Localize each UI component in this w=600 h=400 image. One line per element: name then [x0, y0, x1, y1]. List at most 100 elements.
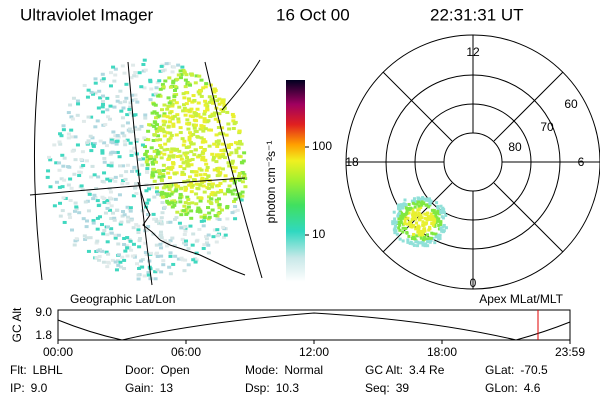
pixel [215, 217, 220, 221]
pixel [157, 114, 162, 118]
pixel [61, 196, 66, 200]
pixel [129, 218, 134, 222]
pixel [211, 235, 216, 239]
colorbar [286, 80, 305, 282]
pixel [217, 217, 222, 221]
pixel [405, 231, 409, 235]
pixel [216, 197, 221, 201]
pixel [142, 274, 147, 278]
pixel [421, 232, 425, 236]
pixel [203, 109, 208, 113]
pixel [229, 142, 234, 146]
pixel [197, 92, 202, 96]
pixel [437, 237, 441, 241]
pixel [217, 173, 222, 177]
pixel [182, 151, 187, 155]
pixel [184, 159, 189, 163]
pixel [112, 79, 117, 83]
pixel [134, 223, 139, 227]
pixel [426, 240, 430, 244]
pixel [233, 120, 238, 124]
pixel [84, 225, 89, 229]
pixel [129, 153, 134, 157]
pixel [167, 265, 172, 269]
pixel [216, 139, 221, 143]
pixel [157, 128, 162, 132]
pixel [159, 254, 164, 258]
pixel [403, 219, 407, 223]
pixel [220, 126, 225, 130]
pixel [155, 268, 160, 272]
pixel [154, 129, 159, 133]
pixel [185, 82, 190, 86]
pixel [202, 190, 207, 194]
pixel [111, 65, 116, 69]
pixel [113, 260, 118, 264]
pixel [158, 230, 163, 234]
pixel [100, 151, 105, 155]
pixel [240, 194, 245, 198]
pixel [204, 235, 209, 239]
pixel [194, 202, 199, 206]
pixel [61, 164, 66, 168]
pixel [215, 167, 220, 171]
pixel [152, 179, 157, 183]
pixel [77, 174, 82, 178]
pixel [417, 204, 421, 208]
pixel [125, 236, 130, 240]
pixel [109, 164, 114, 168]
pixel [121, 164, 126, 168]
pixel [190, 183, 195, 187]
status-field: IP: 9.0 [10, 381, 48, 395]
pixel [415, 221, 419, 225]
pixel [110, 150, 115, 154]
pixel [229, 151, 234, 155]
pixel [105, 198, 110, 202]
pixel [150, 160, 155, 164]
pixel [168, 251, 173, 255]
pixel [172, 244, 177, 248]
pixel [235, 192, 240, 196]
pixel [176, 257, 181, 261]
pixel [186, 263, 191, 267]
status-field: Flt: LBHL [10, 363, 63, 377]
pixel [442, 211, 446, 215]
pixel [186, 179, 191, 183]
pixel [428, 215, 432, 219]
pixel [71, 96, 76, 100]
pixel [240, 180, 245, 184]
pixel [183, 78, 188, 82]
colorbar-tick-label: 100 [312, 139, 332, 153]
pixel [153, 133, 158, 137]
pixel [133, 70, 138, 74]
pixel [214, 160, 219, 164]
pixel [194, 173, 199, 177]
pixel [118, 89, 123, 93]
pixel [57, 140, 62, 144]
pixel [93, 77, 98, 81]
status-label: Mode: [245, 363, 278, 377]
pixel [186, 205, 191, 209]
pixel [93, 81, 98, 85]
pixel [216, 190, 221, 194]
pixel [437, 223, 441, 227]
pixel [198, 183, 203, 187]
pixel [220, 208, 225, 212]
pixel [171, 162, 176, 166]
pixel [148, 98, 153, 102]
pixel [413, 237, 417, 241]
pixel [69, 135, 74, 139]
pixel [137, 239, 142, 243]
pixel [401, 203, 405, 207]
pixel [151, 139, 156, 143]
pixel [86, 249, 91, 253]
pixel [91, 92, 96, 96]
pixel [129, 248, 134, 252]
pixel [434, 213, 438, 217]
pixel [174, 101, 179, 105]
pixel [436, 206, 440, 210]
pixel [121, 210, 126, 214]
pixel [109, 231, 114, 235]
pixel [161, 169, 166, 173]
pixel [411, 208, 415, 212]
